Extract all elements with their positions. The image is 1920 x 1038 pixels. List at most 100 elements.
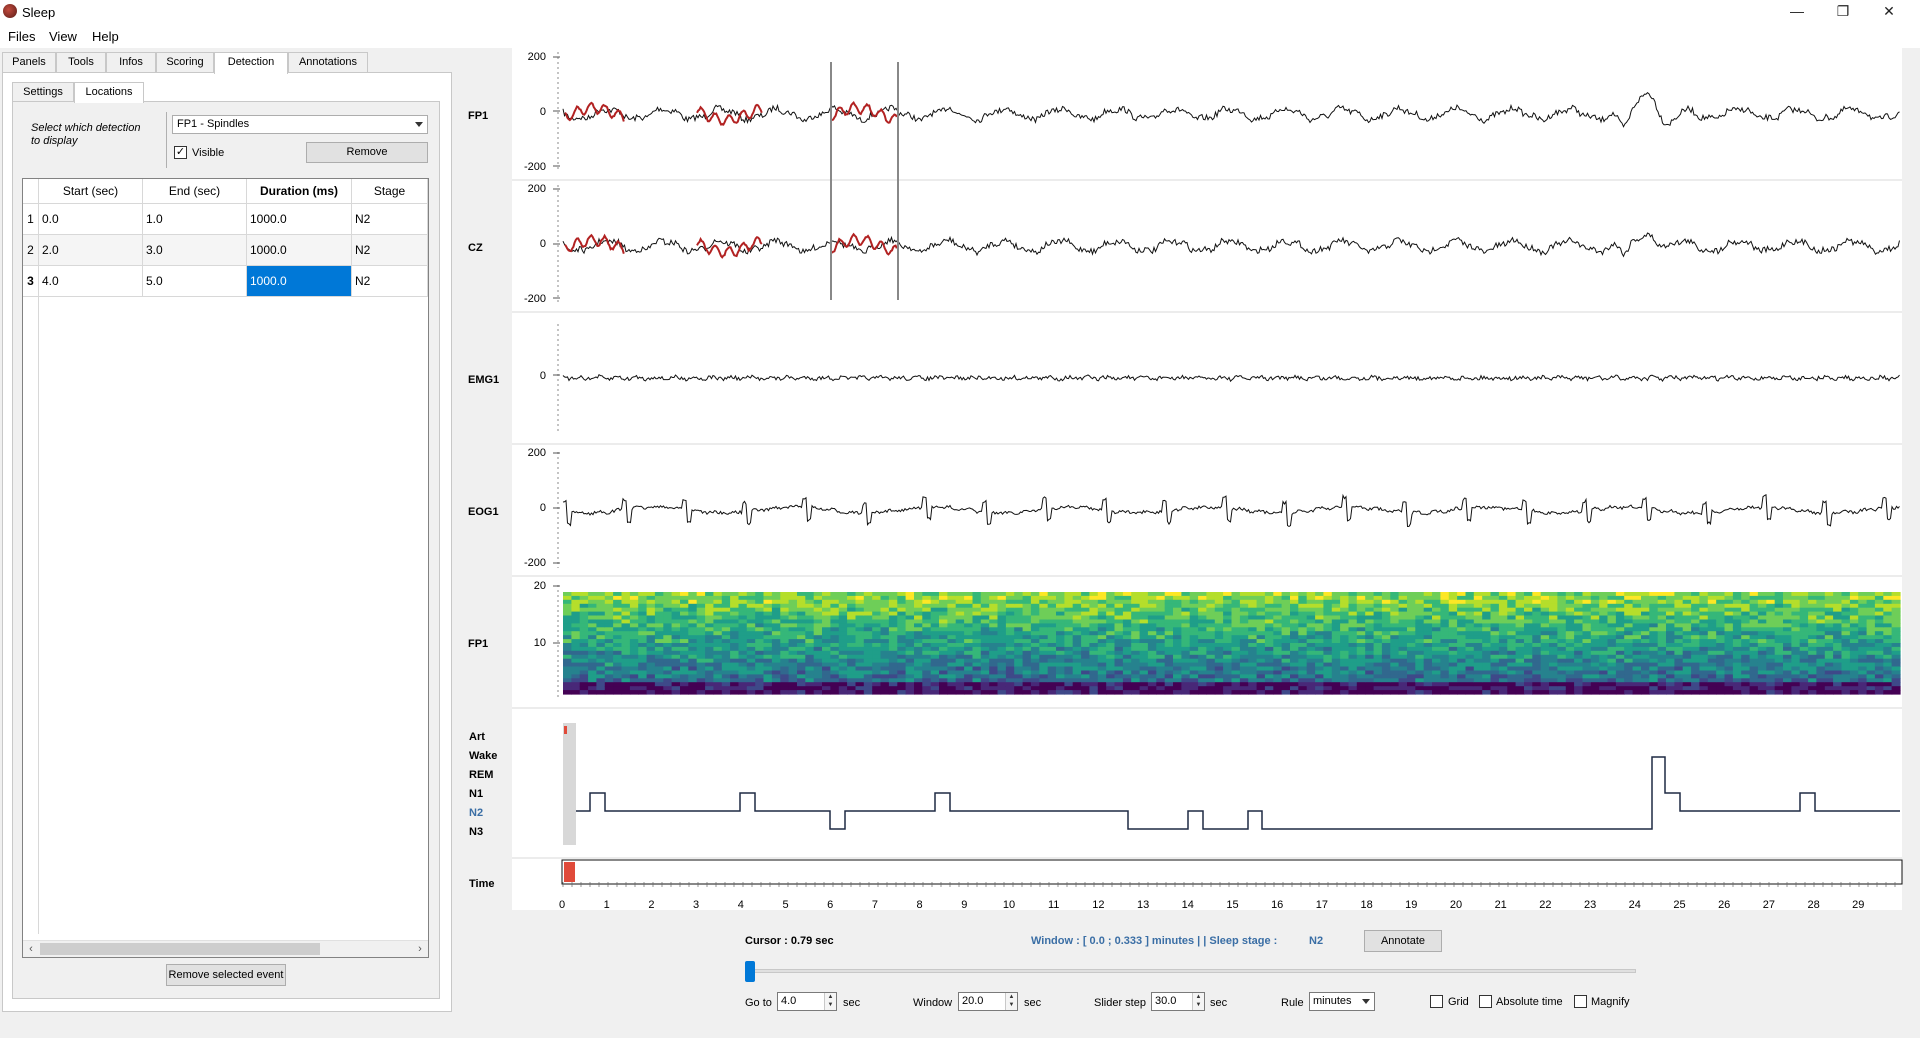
detection-select[interactable]: FP1 - Spindles <box>172 115 428 134</box>
row-number[interactable]: 1 <box>23 204 39 235</box>
cursor-readout: Cursor : 0.79 sec <box>745 935 834 947</box>
table-cell[interactable]: N2 <box>352 204 428 235</box>
col-header-duration[interactable]: Duration (ms) <box>247 179 352 204</box>
table-cell[interactable]: 1.0 <box>143 204 247 235</box>
row-number[interactable]: 3 <box>23 266 39 297</box>
tab-scoring[interactable]: Scoring <box>156 52 214 73</box>
time-tick-label: 17 <box>1316 899 1328 911</box>
rule-select[interactable]: minutes <box>1309 992 1375 1011</box>
table-cell[interactable]: N2 <box>352 235 428 266</box>
scroll-left-icon[interactable]: ‹ <box>29 943 33 955</box>
scroll-right-icon[interactable]: › <box>418 943 422 955</box>
goto-input[interactable]: 4.0 ▲ ▼ <box>777 992 837 1011</box>
grid-label: Grid <box>1448 996 1469 1008</box>
magnify-label: Magnify <box>1591 996 1630 1008</box>
time-slider-track[interactable] <box>746 969 1636 973</box>
cz-spindle-highlight <box>831 232 898 256</box>
time-tick-label: 23 <box>1584 899 1596 911</box>
table-cell[interactable]: 3.0 <box>143 235 247 266</box>
cz-trace <box>562 232 1900 258</box>
hypno-label-n2: N2 <box>469 807 484 819</box>
table-cell[interactable]: 5.0 <box>143 266 247 297</box>
menu-bar: Files View Help <box>0 24 1920 48</box>
hypno-label-n1: N1 <box>469 788 484 800</box>
goto-value: 4.0 <box>781 995 797 1007</box>
ytick-label: -200 <box>523 557 546 569</box>
time-tick-label: 25 <box>1673 899 1685 911</box>
table-cell[interactable]: 4.0 <box>39 266 143 297</box>
annotate-button[interactable]: Annotate <box>1364 930 1442 952</box>
spin-arrows-icon[interactable]: ▲ ▼ <box>1192 993 1204 1010</box>
tab-infos[interactable]: Infos <box>106 52 156 73</box>
col-header-stage[interactable]: Stage <box>352 179 428 204</box>
table-cell[interactable]: 2.0 <box>39 235 143 266</box>
table-cell[interactable]: 1000.0 <box>247 204 352 235</box>
time-tick-label: 13 <box>1137 899 1149 911</box>
signal-plots[interactable]: 0 1 2 3 4 5 6 7 8 9 10 11 12 13 14 15 16 17 18 19 20 21 22 23 24… <box>0 0 1920 920</box>
time-tick-label: 6 <box>827 899 833 911</box>
select-detection-label: Select which detection to display <box>31 122 141 147</box>
menu-files[interactable]: Files <box>8 29 36 44</box>
window-title: Sleep <box>22 5 56 20</box>
table-cell[interactable]: N2 <box>352 266 428 297</box>
slider-step-unit: sec <box>1210 997 1228 1009</box>
detection-select-value: FP1 - Spindles <box>177 118 250 130</box>
emg1-trace <box>562 373 1900 383</box>
table-corner <box>23 179 39 204</box>
visible-checkbox[interactable]: ✓ <box>174 146 187 159</box>
remove-selected-event-button[interactable]: Remove selected event <box>166 964 286 986</box>
table-cell[interactable]: 0.0 <box>39 204 143 235</box>
subtab-settings[interactable]: Settings <box>12 82 74 102</box>
col-header-start[interactable]: Start (sec) <box>39 179 143 204</box>
time-tick-label: 11 <box>1048 899 1059 911</box>
ytick-label: 0 <box>539 502 546 514</box>
tab-detection[interactable]: Detection <box>214 52 288 74</box>
detection-table: Start (sec) End (sec) Duration (ms) Stag… <box>22 178 429 958</box>
spin-arrows-icon[interactable]: ▲ ▼ <box>1005 993 1017 1010</box>
ytick-label: 200 <box>527 447 546 459</box>
time-tick-label: 14 <box>1182 899 1194 911</box>
ytick-label: 20 <box>533 580 546 592</box>
time-tick-label: 2 <box>648 899 654 911</box>
fp1-spindle-highlight <box>564 101 625 122</box>
time-axis-label: Time <box>469 878 495 890</box>
time-tick-label: 8 <box>917 899 923 911</box>
window-input[interactable]: 20.0 ▲ ▼ <box>958 992 1018 1011</box>
scrollbar-thumb[interactable] <box>40 943 320 955</box>
minimize-button[interactable]: — <box>1790 3 1804 19</box>
absolute-time-label: Absolute time <box>1496 996 1563 1008</box>
remove-detection-button[interactable]: Remove <box>306 142 428 163</box>
menu-view[interactable]: View <box>49 29 77 44</box>
ytick-label: 200 <box>527 51 546 63</box>
grid-checkbox[interactable] <box>1430 995 1443 1008</box>
col-header-end[interactable]: End (sec) <box>143 179 247 204</box>
time-slider-handle[interactable] <box>745 961 755 982</box>
table-cell[interactable]: 1000.0 <box>247 235 352 266</box>
spin-arrows-icon[interactable]: ▲ ▼ <box>824 993 836 1010</box>
menu-help[interactable]: Help <box>92 29 119 44</box>
ytick-label: -200 <box>523 161 546 173</box>
ytick-label: -200 <box>523 293 546 305</box>
slider-step-input[interactable]: 30.0 ▲ ▼ <box>1151 992 1205 1011</box>
time-tick-label: 5 <box>782 899 788 911</box>
close-button[interactable]: ✕ <box>1883 3 1895 19</box>
subtab-locations[interactable]: Locations <box>74 82 144 103</box>
ytick-label: 0 <box>539 106 546 118</box>
row-number[interactable]: 2 <box>23 235 39 266</box>
tab-tools[interactable]: Tools <box>56 52 106 73</box>
window-label: Window <box>913 997 953 1009</box>
table-horizontal-scrollbar[interactable]: ‹ › <box>23 940 428 957</box>
table-cell-selected[interactable]: 1000.0 <box>247 266 352 297</box>
tab-annotations[interactable]: Annotations <box>288 52 368 73</box>
absolute-time-checkbox[interactable] <box>1479 995 1492 1008</box>
magnify-checkbox[interactable] <box>1574 995 1587 1008</box>
time-tick-label: 1 <box>604 899 610 911</box>
app-icon <box>3 4 17 18</box>
cz-spindle-highlight <box>696 236 763 259</box>
time-tick-label: 22 <box>1539 899 1551 911</box>
title-bar: Sleep — ❐ ✕ <box>0 0 1920 24</box>
time-tick-label: 9 <box>961 899 967 911</box>
maximize-button[interactable]: ❐ <box>1836 3 1850 19</box>
hypno-label-rem: REM <box>469 769 494 781</box>
tab-panels[interactable]: Panels <box>2 52 56 73</box>
